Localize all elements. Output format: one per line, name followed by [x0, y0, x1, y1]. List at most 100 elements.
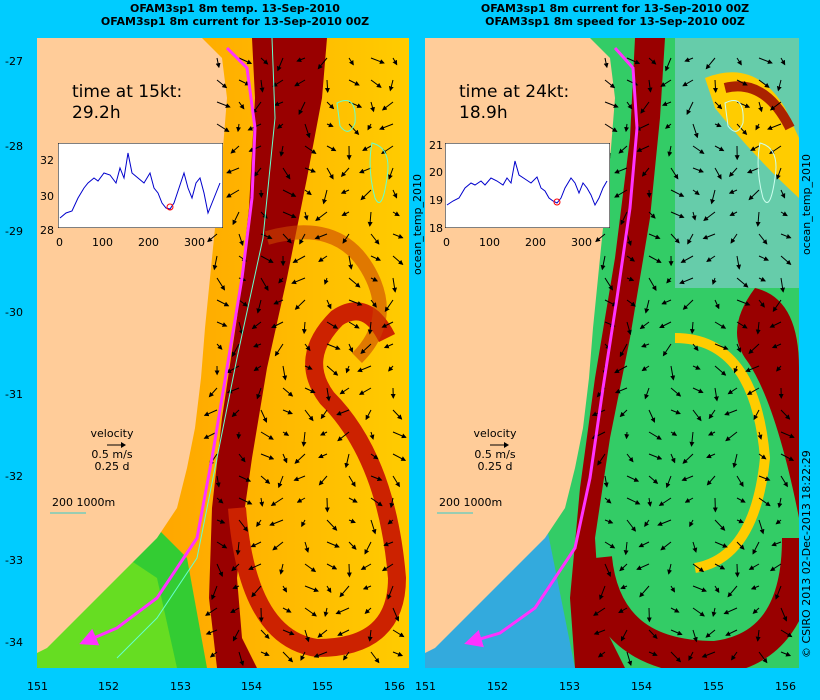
- velocity-arrow: [661, 299, 672, 305]
- velocity-arrow: [626, 321, 632, 336]
- velocity-arrow: [323, 277, 329, 285]
- velocity-arrow: [636, 563, 650, 570]
- velocity-arrow: [348, 343, 354, 353]
- velocity-arrow: [780, 629, 793, 638]
- velocity-arrow: [279, 145, 285, 157]
- velocity-arrow: [362, 145, 372, 151]
- left-ship-track: [79, 46, 257, 646]
- velocity-arrow: [230, 607, 240, 613]
- velocity-arrow: [370, 453, 379, 460]
- velocity-arrow: [318, 453, 328, 459]
- right-x-tick-label: 156: [775, 680, 796, 693]
- velocity-arrow: [665, 475, 672, 489]
- velocity-arrow: [745, 365, 760, 373]
- velocity-arrow: [208, 387, 218, 398]
- velocity-arrow: [723, 607, 738, 615]
- left-x-tick-label: 154: [241, 680, 262, 693]
- velocity-arrow: [758, 453, 767, 460]
- velocity-arrow: [711, 277, 717, 285]
- left-title-line1: OFAM3sp1 8m temp. 13-Sep-2010: [130, 2, 340, 15]
- velocity-arrow: [348, 277, 361, 288]
- velocity-arrow: [604, 79, 616, 89]
- left-side-label: ocean_temp_2010: [411, 173, 424, 275]
- velocity-arrow: [708, 430, 716, 436]
- velocity-arrow: [665, 123, 672, 129]
- velocity-arrow: [207, 233, 218, 243]
- velocity-arrow: [730, 233, 738, 244]
- velocity-arrow: [705, 629, 716, 638]
- left-x-tick-label: 156: [384, 680, 405, 693]
- velocity-arrow: [370, 276, 379, 282]
- velocity-arrow: [260, 233, 273, 240]
- velocity-arrow: [736, 518, 744, 524]
- velocity-arrow: [303, 211, 309, 221]
- velocity-arrow: [644, 299, 650, 314]
- velocity-arrow: [326, 167, 334, 180]
- velocity-arrow: [705, 57, 716, 70]
- velocity-arrow: [367, 211, 373, 227]
- velocity-arrow: [326, 321, 339, 329]
- velocity-arrow: [638, 541, 650, 548]
- velocity-arrow: [294, 299, 306, 310]
- velocity-arrow: [294, 453, 306, 464]
- velocity-arrow: [736, 321, 748, 329]
- velocity-arrow: [348, 123, 360, 136]
- velocity-arrow: [260, 409, 268, 423]
- velocity-arrow: [345, 365, 351, 374]
- velocity-arrow: [304, 343, 311, 352]
- left-x-tick-label: 155: [312, 680, 333, 693]
- velocity-arrow: [304, 409, 314, 422]
- velocity-arrow: [304, 387, 316, 394]
- velocity-arrow: [238, 57, 253, 65]
- velocity-arrow: [658, 497, 672, 507]
- velocity-arrow: [215, 57, 221, 69]
- velocity-arrow: [304, 145, 317, 154]
- velocity-arrow: [212, 255, 218, 271]
- velocity-arrow: [335, 607, 350, 615]
- y-tick-label: -34: [5, 636, 23, 649]
- velocity-arrow: [604, 497, 612, 504]
- velocity-arrow: [619, 343, 628, 358]
- velocity-arrow: [270, 497, 284, 507]
- velocity-arrow: [301, 431, 307, 447]
- left-velocity-ms: 0.5 m/s: [91, 448, 133, 461]
- velocity-arrow: [626, 101, 633, 110]
- right-velocity-label: velocity: [473, 427, 517, 440]
- velocity-arrow: [370, 101, 375, 113]
- velocity-arrow: [692, 607, 705, 617]
- velocity-arrow: [304, 541, 310, 553]
- velocity-arrow: [736, 79, 748, 86]
- velocity-arrow: [271, 321, 284, 328]
- velocity-arrow: [604, 101, 619, 108]
- velocity-arrow: [748, 343, 760, 354]
- velocity-arrow: [728, 167, 738, 178]
- velocity-arrow: [702, 233, 716, 240]
- velocity-arrow: [326, 145, 337, 152]
- velocity-arrow: [706, 475, 716, 486]
- velocity-arrow: [379, 123, 394, 130]
- y-tick-label: -28: [5, 140, 23, 153]
- velocity-arrow: [370, 299, 377, 308]
- velocity-arrow: [686, 101, 694, 115]
- velocity-arrow: [340, 167, 350, 178]
- velocity-arrow: [648, 277, 657, 291]
- velocity-arrow: [711, 607, 717, 617]
- velocity-arrow: [216, 101, 231, 108]
- velocity-arrow: [360, 343, 372, 354]
- velocity-arrow: [343, 651, 350, 661]
- velocity-arrow: [614, 365, 628, 374]
- velocity-arrow: [298, 101, 306, 115]
- velocity-arrow: [392, 475, 400, 488]
- velocity-arrow: [317, 57, 328, 70]
- velocity-arrow: [282, 651, 294, 663]
- velocity-arrow: [736, 277, 749, 288]
- velocity-arrow: [648, 57, 657, 65]
- velocity-arrow: [313, 651, 328, 658]
- velocity-arrow: [626, 651, 633, 667]
- velocity-arrow: [252, 101, 262, 114]
- left-inset-ytick-1: 30: [40, 190, 54, 203]
- velocity-arrow: [618, 607, 628, 613]
- velocity-arrow: [383, 541, 394, 547]
- velocity-arrow: [260, 629, 270, 640]
- velocity-arrow: [216, 321, 228, 327]
